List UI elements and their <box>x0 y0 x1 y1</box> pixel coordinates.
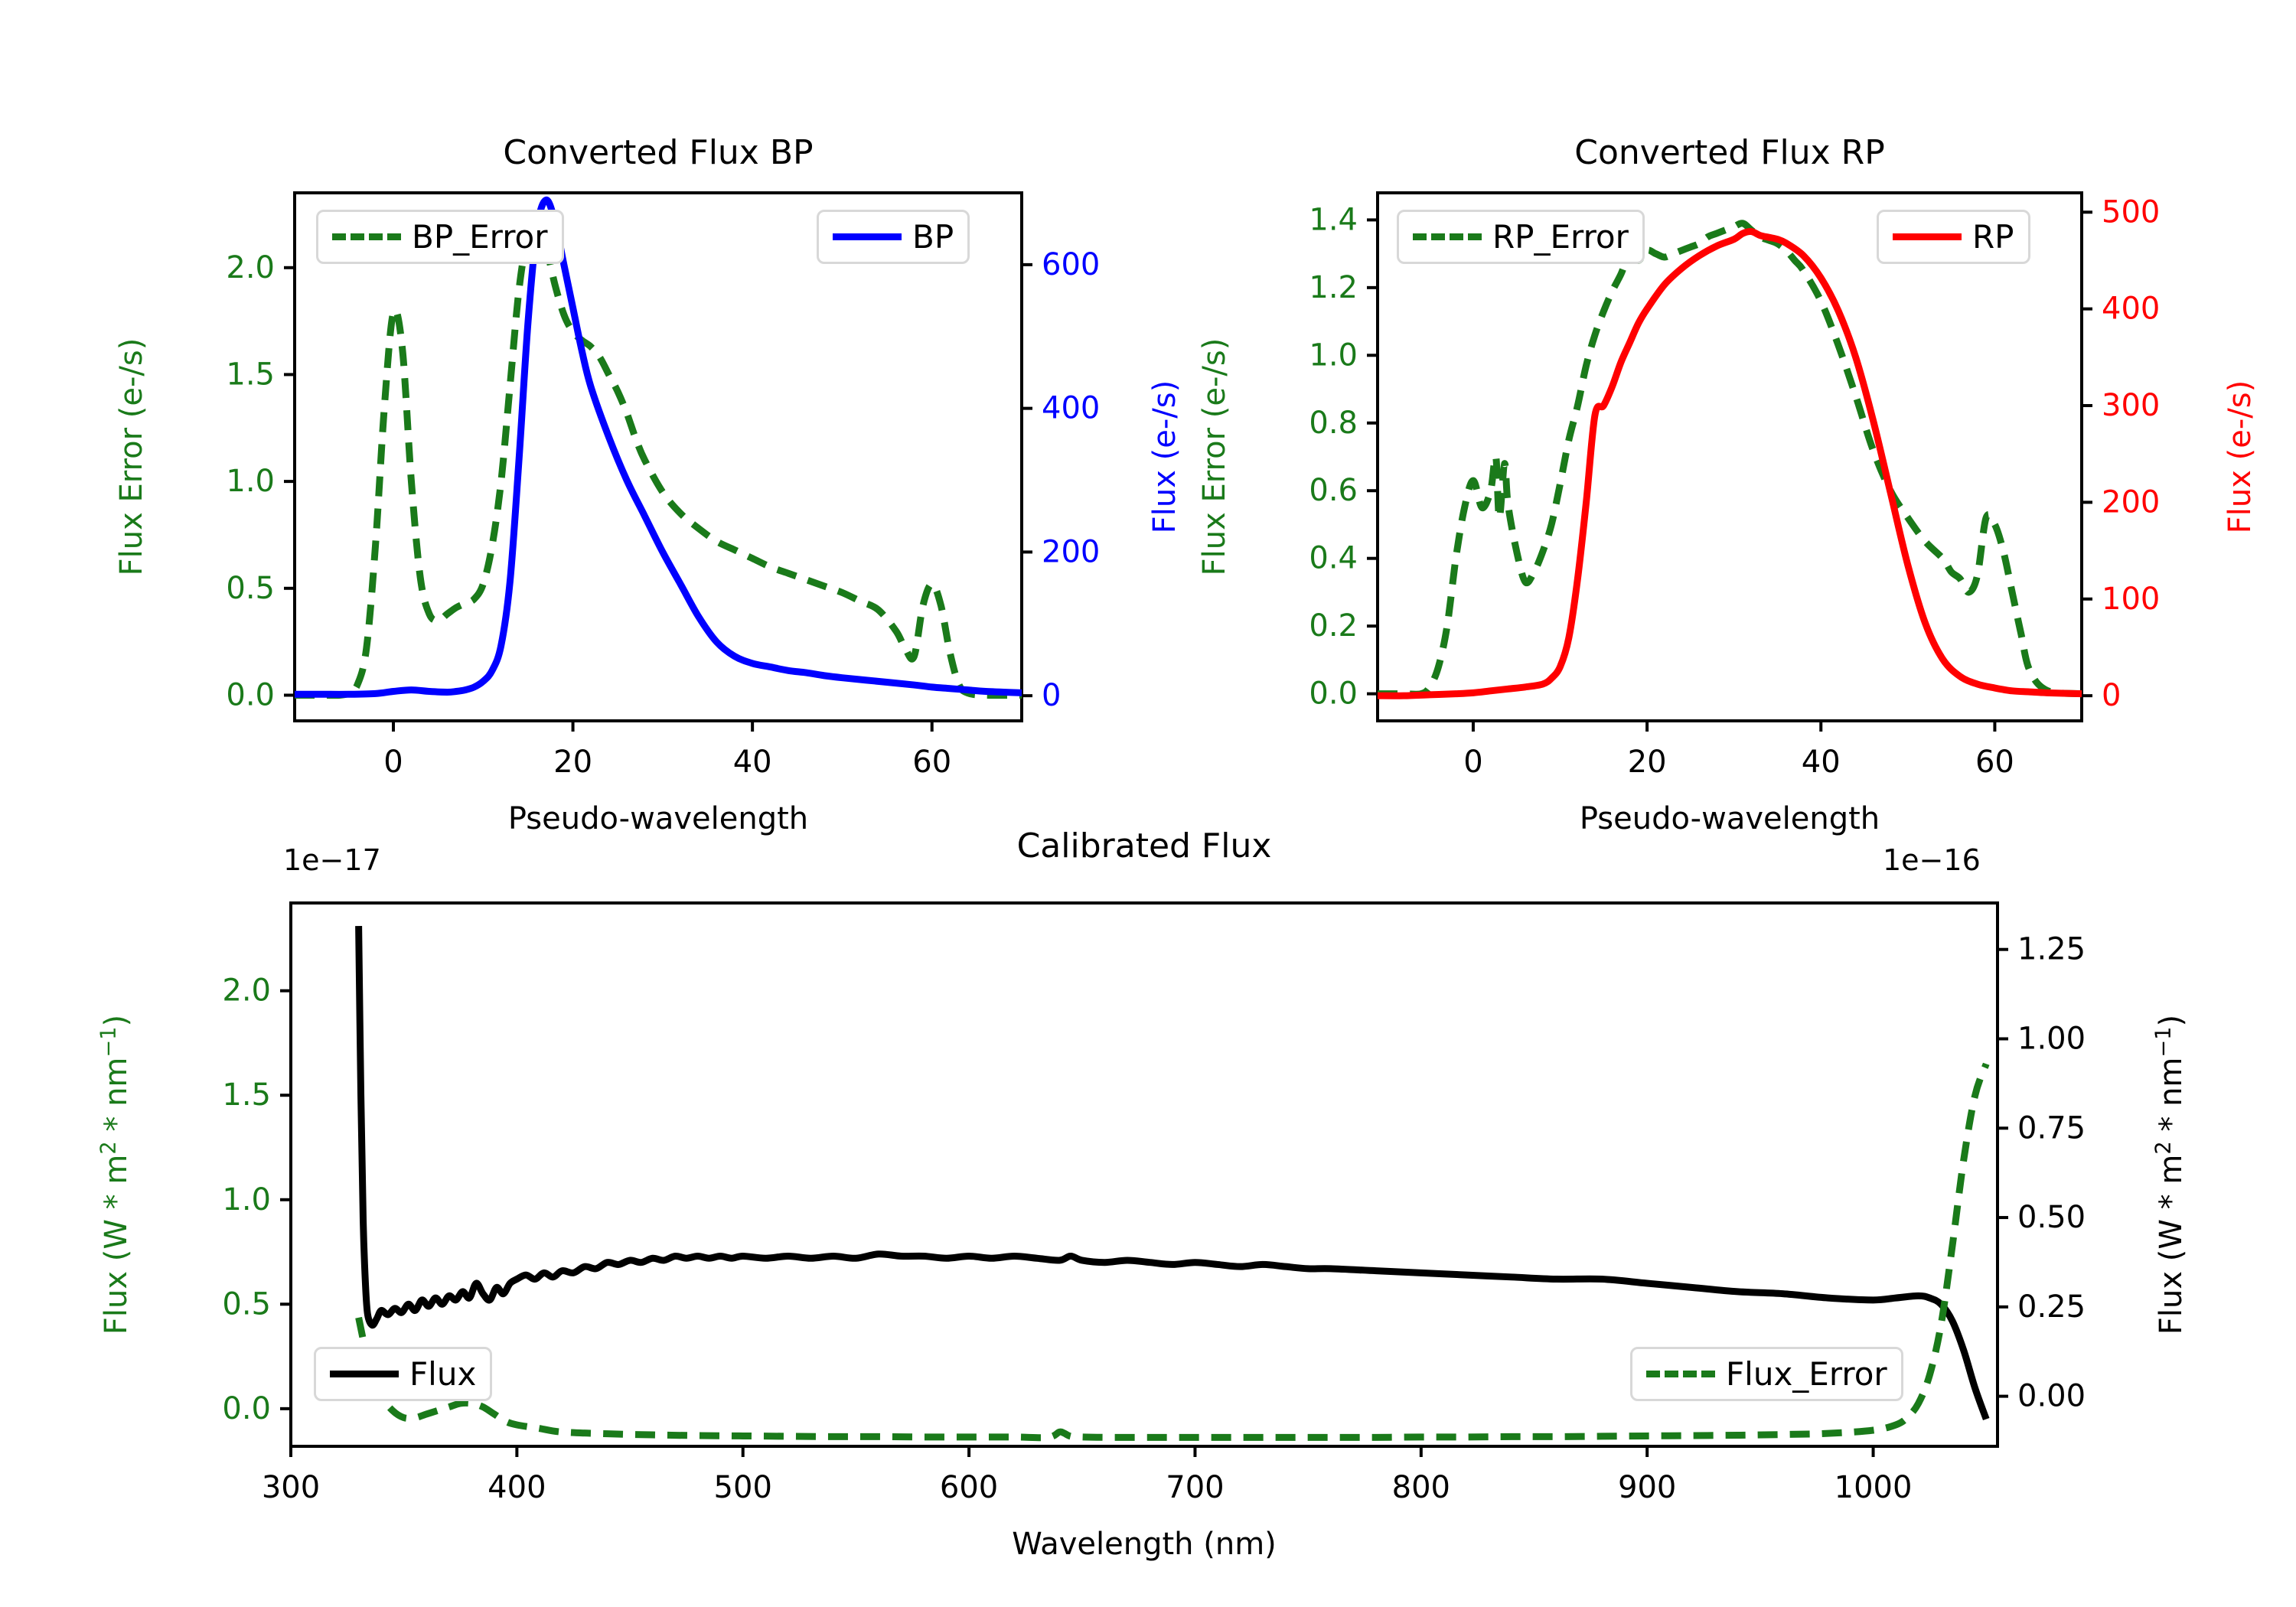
calibrated-y-axis-label-left: Flux (W * m2 * nm−1) <box>96 1014 134 1335</box>
series-bp <box>294 196 1022 698</box>
calibrated-legend-flux-error-label: Flux_Error <box>1726 1355 1887 1393</box>
svg-text:1.0: 1.0 <box>1309 337 1358 373</box>
svg-text:40: 40 <box>733 745 772 780</box>
series-rp-error <box>1377 220 2082 698</box>
svg-text:0.75: 0.75 <box>2017 1110 2086 1146</box>
svg-text:0.0: 0.0 <box>226 677 275 712</box>
svg-text:300: 300 <box>2102 388 2160 423</box>
bp-legend-flux[interactable]: BP <box>817 210 970 264</box>
bp-y-axis-label-right: Flux (e-/s) <box>1147 380 1182 534</box>
svg-text:200: 200 <box>1042 534 1100 569</box>
calibrated-left-exponent-label: 1e−17 <box>283 843 381 877</box>
svg-text:40: 40 <box>1802 745 1841 780</box>
svg-text:500: 500 <box>714 1470 772 1505</box>
svg-text:1.0: 1.0 <box>226 464 275 499</box>
calibrated-flux-error-line-swatch-icon <box>1646 1371 1715 1377</box>
bp-flux-line-swatch-icon <box>833 233 902 240</box>
calibrated-x-axis-label: Wavelength (nm) <box>1012 1527 1277 1562</box>
svg-text:0.5: 0.5 <box>226 571 275 606</box>
svg-text:100: 100 <box>2102 582 2160 617</box>
svg-text:0.00: 0.00 <box>2017 1379 2086 1414</box>
calibrated-legend-flux-error[interactable]: Flux_Error <box>1630 1347 1903 1401</box>
svg-text:0.4: 0.4 <box>1309 541 1358 576</box>
rp-legend-flux[interactable]: RP <box>1877 210 2030 264</box>
svg-text:600: 600 <box>1042 247 1100 282</box>
svg-text:1.2: 1.2 <box>1309 270 1358 305</box>
svg-text:0.8: 0.8 <box>1309 406 1358 441</box>
svg-text:2.0: 2.0 <box>222 973 271 1009</box>
bp-legend-error-label: BP_Error <box>412 218 548 256</box>
bp-x-axis-label: Pseudo-wavelength <box>507 801 809 836</box>
rp-x-axis-label: Pseudo-wavelength <box>1579 801 1880 836</box>
bp-legend-flux-label: BP <box>912 218 954 256</box>
svg-text:1.25: 1.25 <box>2017 932 2086 967</box>
bp-legend-error[interactable]: BP_Error <box>316 210 564 264</box>
calibrated-y-axis-label-right: Flux (W * m2 * nm−1) <box>2151 1014 2189 1335</box>
rp-legend-error-label: RP_Error <box>1492 218 1629 256</box>
svg-text:1.0: 1.0 <box>222 1182 271 1217</box>
svg-text:1.5: 1.5 <box>226 357 275 392</box>
rp-error-line-swatch-icon <box>1413 233 1482 240</box>
bp-plot-area: 0 20 40 60 0.0 0.5 1.0 1.5 2.0 0 200 400 600 <box>226 191 1100 780</box>
calibrated-flux-line-swatch-icon <box>330 1371 399 1377</box>
series-flux <box>355 925 1990 1421</box>
svg-text:0.25: 0.25 <box>2017 1289 2086 1325</box>
series-rp <box>1377 227 2082 699</box>
svg-text:0: 0 <box>1463 745 1482 780</box>
svg-text:400: 400 <box>488 1470 546 1505</box>
rp-legend-error[interactable]: RP_Error <box>1397 210 1645 264</box>
rp-plot-area: 0 20 40 60 0.0 0.2 0.4 0.6 0.8 1.0 1.2 1.4 0 100 200 30… <box>1309 191 2160 780</box>
svg-text:0.0: 0.0 <box>1309 676 1358 712</box>
bp-error-line-swatch-icon <box>332 233 401 240</box>
svg-text:1.5: 1.5 <box>222 1077 271 1113</box>
rp-legend-flux-label: RP <box>1972 218 2014 256</box>
svg-text:0.5: 0.5 <box>222 1286 271 1322</box>
svg-text:0: 0 <box>383 745 403 780</box>
svg-text:900: 900 <box>1618 1470 1676 1505</box>
svg-text:2.0: 2.0 <box>226 250 275 285</box>
svg-text:0: 0 <box>1042 678 1061 713</box>
svg-text:20: 20 <box>553 745 592 780</box>
svg-text:0.2: 0.2 <box>1309 608 1358 644</box>
svg-text:500: 500 <box>2102 194 2160 230</box>
svg-text:400: 400 <box>1042 391 1100 426</box>
calibrated-right-exponent-label: 1e−16 <box>1883 843 1981 877</box>
svg-text:400: 400 <box>2102 292 2160 327</box>
svg-text:300: 300 <box>262 1470 320 1505</box>
series-flux-error <box>355 1062 1990 1442</box>
svg-text:1.4: 1.4 <box>1309 202 1358 237</box>
calibrated-plot-area: 300 400 500 600 700 800 900 1000 0.0 0.5 1.0 1.5 2.0… <box>222 901 2086 1505</box>
calibrated-legend-flux[interactable]: Flux <box>314 1347 493 1401</box>
rp-y-axis-label-right: Flux (e-/s) <box>2223 380 2258 534</box>
svg-text:700: 700 <box>1166 1470 1224 1505</box>
series-bp-error <box>294 217 1022 699</box>
svg-text:200: 200 <box>2102 484 2160 520</box>
svg-text:1000: 1000 <box>1835 1470 1913 1505</box>
svg-text:1.00: 1.00 <box>2017 1022 2086 1057</box>
svg-text:800: 800 <box>1392 1470 1450 1505</box>
rp-y-axis-label-left: Flux Error (e-/s) <box>1197 337 1232 576</box>
bp-y-axis-label-left: Flux Error (e-/s) <box>114 337 149 576</box>
svg-text:0.6: 0.6 <box>1309 473 1358 508</box>
svg-text:0: 0 <box>2102 678 2121 713</box>
svg-text:600: 600 <box>940 1470 998 1505</box>
rp-panel-title: Converted Flux RP <box>1574 133 1885 172</box>
bp-panel-title: Converted Flux BP <box>503 133 814 172</box>
svg-text:0.50: 0.50 <box>2017 1200 2086 1235</box>
rp-flux-line-swatch-icon <box>1893 233 1962 240</box>
svg-text:60: 60 <box>912 745 951 780</box>
svg-text:20: 20 <box>1628 745 1667 780</box>
svg-text:60: 60 <box>1975 745 2014 780</box>
calibrated-legend-flux-label: Flux <box>409 1355 477 1393</box>
svg-text:0.0: 0.0 <box>222 1391 271 1426</box>
calibrated-panel-title: Calibrated Flux <box>1016 826 1272 865</box>
